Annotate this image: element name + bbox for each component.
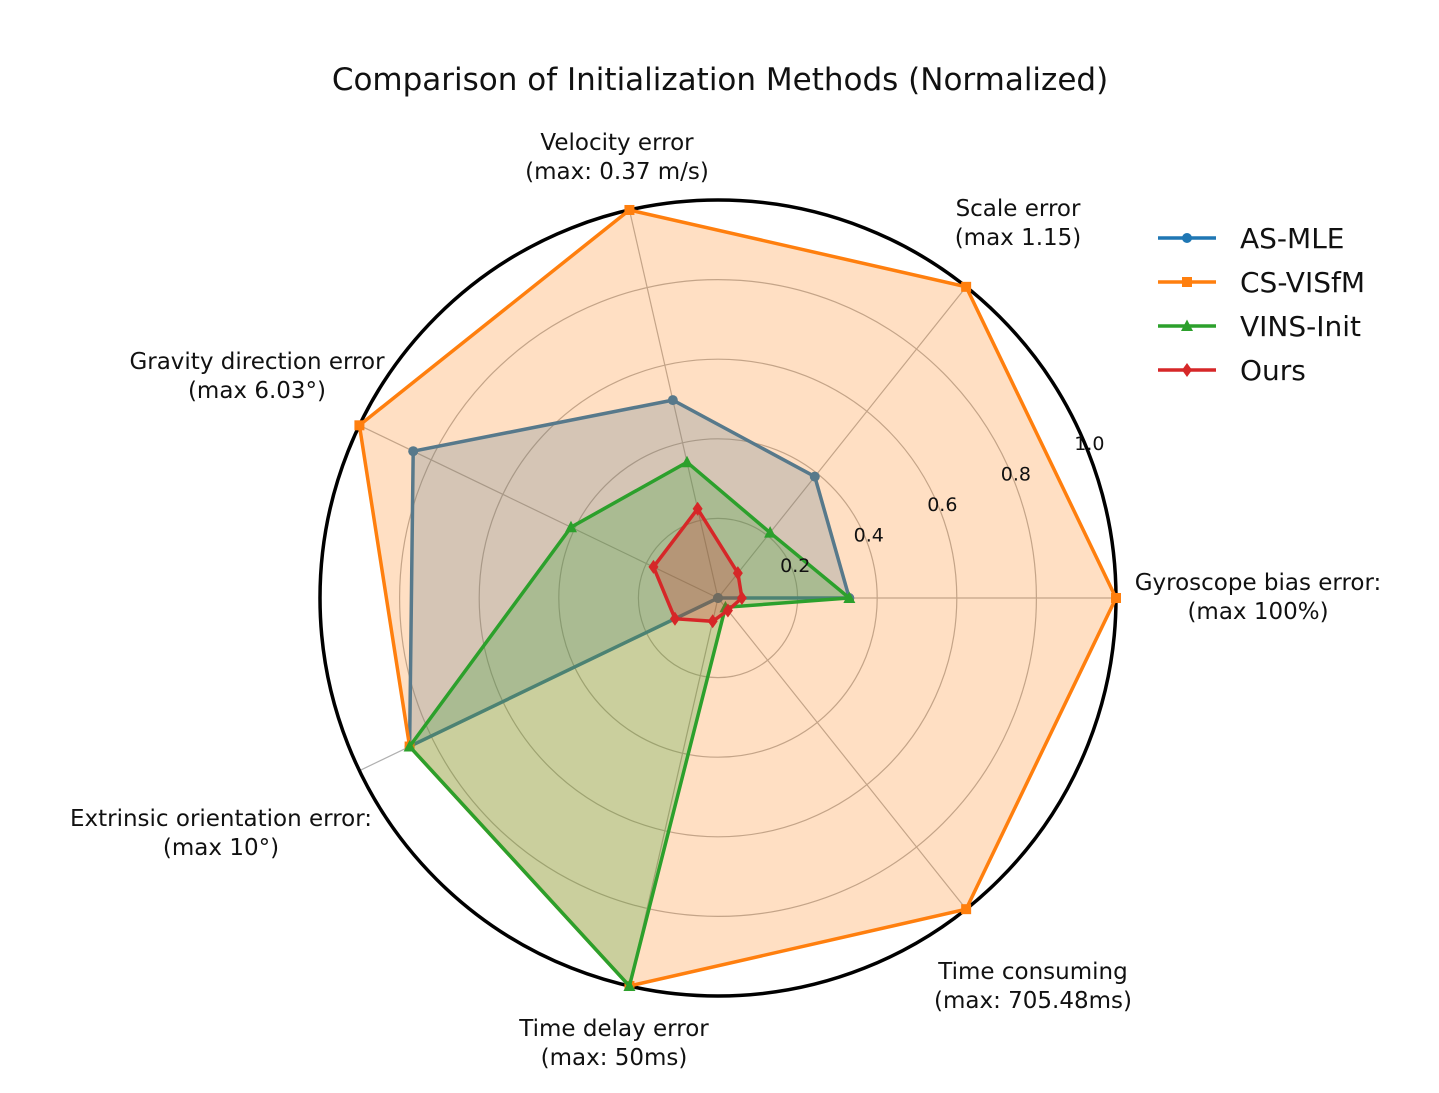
data-point-marker [681,455,694,468]
data-point-marker [669,611,680,626]
data-point-marker [667,395,678,406]
data-point-marker [1182,363,1192,377]
data-point-marker [403,740,416,752]
data-point-marker [692,501,703,516]
axis-label: Gyroscope bias error: (max 100%) [1135,570,1382,625]
series-layer [354,204,1121,992]
radial-tick-label: 0.8 [1001,464,1031,486]
legend-entry: Ours [1158,354,1306,387]
axis-label: Extrinsic orientation error: (max 10°) [70,806,372,861]
radial-tick-label: 0.4 [854,525,884,547]
series-line [407,460,854,990]
data-point-marker [1181,319,1193,331]
data-point-marker [707,614,718,629]
data-point-marker [961,281,972,292]
axis-spoke [717,597,967,910]
data-point-marker [408,446,419,457]
legend-label: CS-VISfM [1240,266,1365,299]
axis-label: Scale error (max 1.15) [955,196,1082,251]
data-point-marker [732,566,743,581]
data-point-marker [1111,593,1121,603]
data-point-marker [623,979,636,992]
series-area [409,400,850,747]
data-point-marker [843,591,856,603]
legend-entry: VINS-Init [1158,310,1361,343]
data-point-marker [1182,277,1192,287]
data-point-marker [961,904,972,915]
axis-label: Gravity direction error (max 6.03°) [129,349,385,404]
legend-entry: AS-MLE [1158,222,1344,255]
data-point-marker [809,471,820,482]
radial-tick-label: 0.2 [780,555,810,577]
axis-labels: Gyroscope bias error: (max 100%) Scale err… [70,130,1381,1071]
data-point-marker [564,520,577,533]
radial-tick-label: 1.0 [1074,433,1104,455]
axis-label: Time delay error (max: 50ms) [518,1016,709,1071]
radial-tick-label: 0.6 [927,494,957,516]
data-point-marker [713,593,723,603]
data-point-marker [354,420,365,431]
series-line [357,208,1118,988]
axis-label: Time consuming (max: 705.48ms) [934,959,1132,1014]
data-point-marker [736,591,747,605]
legend-label: Ours [1240,354,1306,387]
data-point-marker [624,204,635,215]
axis-label: Velocity error (max: 0.37 m/s) [525,130,709,185]
data-point-marker [1182,233,1192,243]
axis-spoke [359,424,719,599]
legend: AS-MLE CS-VISfM VINS-Init Ours [1158,222,1365,387]
radial-tick-labels: 0.2 0.4 0.6 0.8 1.0 [780,433,1104,577]
chart-title: Comparison of Initialization Methods (No… [332,62,1108,98]
legend-entry: CS-VISfM [1158,266,1365,299]
data-point-marker [648,559,659,574]
legend-label: AS-MLE [1240,222,1344,255]
axis-spoke [717,286,967,599]
series-ours [648,501,747,629]
series-area [653,508,742,622]
legend-label: VINS-Init [1240,310,1361,343]
data-point-marker [764,526,777,538]
data-point-marker [722,603,733,618]
